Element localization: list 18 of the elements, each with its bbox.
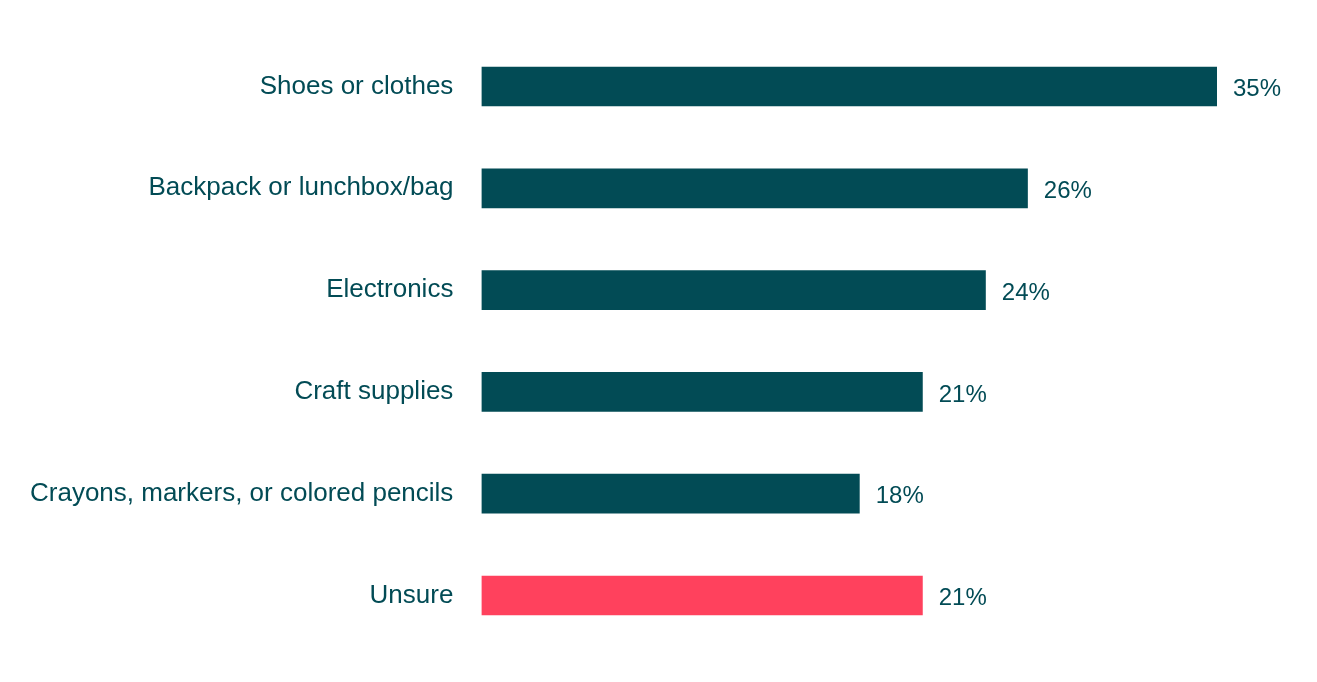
y-tick-label: Shoes or clothes: [259, 69, 454, 100]
y-tick-label: Backpack or lunchbox/bag: [148, 171, 454, 202]
y-tick-label: Electronics: [326, 273, 454, 304]
data-label: 26%: [1043, 175, 1092, 203]
bar: [481, 66, 1217, 107]
data-label: 35%: [1233, 74, 1282, 102]
y-tick-label: Unsure: [369, 578, 454, 609]
bar: [481, 270, 986, 310]
bar: [481, 372, 923, 412]
bar: [481, 473, 860, 514]
y-tick-label: Crayons, markers, or colored pencils: [29, 476, 454, 507]
y-tick-label: Craft supplies: [294, 375, 454, 406]
bar: [481, 168, 1028, 209]
data-label: 21%: [938, 379, 987, 407]
data-label: 24%: [1001, 277, 1050, 305]
bar: [481, 575, 923, 616]
data-label: 21%: [938, 583, 987, 611]
data-label: 18%: [875, 481, 924, 509]
